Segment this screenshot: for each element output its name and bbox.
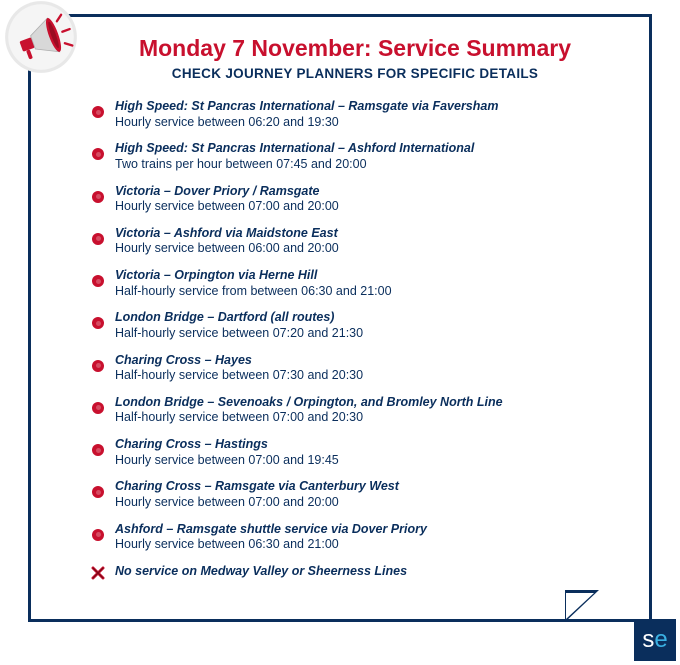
megaphone-icon: [2, 0, 80, 76]
service-route: Victoria – Ashford via Maidstone East: [115, 226, 619, 242]
service-route: Charing Cross – Ramsgate via Canterbury …: [115, 479, 619, 495]
service-detail: Half-hourly service between 07:30 and 20…: [115, 368, 619, 384]
service-route: Victoria – Orpington via Herne Hill: [115, 268, 619, 284]
service-item: Victoria – Orpington via Herne Hill Half…: [91, 268, 619, 299]
service-detail: Half-hourly service between 07:20 and 21…: [115, 326, 619, 342]
service-item: Victoria – Ashford via Maidstone East Ho…: [91, 226, 619, 257]
cross-icon: [91, 566, 105, 580]
page-title: Monday 7 November: Service Summary: [91, 35, 619, 62]
service-item: High Speed: St Pancras International – R…: [91, 99, 619, 130]
service-detail: Hourly service between 06:20 and 19:30: [115, 115, 619, 131]
service-list: High Speed: St Pancras International – R…: [91, 99, 619, 580]
service-detail: Hourly service between 07:00 and 20:00: [115, 495, 619, 511]
service-item: Victoria – Dover Priory / Ramsgate Hourl…: [91, 184, 619, 215]
se-logo: se: [634, 619, 676, 661]
bullet-icon: [91, 401, 105, 415]
logo-letter-e: e: [654, 626, 667, 654]
service-route: Victoria – Dover Priory / Ramsgate: [115, 184, 619, 200]
service-route: Charing Cross – Hastings: [115, 437, 619, 453]
bullet-icon: [91, 485, 105, 499]
service-item: Ashford – Ramsgate shuttle service via D…: [91, 522, 619, 553]
service-route: London Bridge – Dartford (all routes): [115, 310, 619, 326]
service-detail: Two trains per hour between 07:45 and 20…: [115, 157, 619, 173]
service-detail: Half-hourly service from between 06:30 a…: [115, 284, 619, 300]
service-item: London Bridge – Sevenoaks / Orpington, a…: [91, 395, 619, 426]
service-detail: Half-hourly service between 07:00 and 20…: [115, 410, 619, 426]
bullet-icon: [91, 359, 105, 373]
bullet-icon: [91, 232, 105, 246]
service-summary-panel: Monday 7 November: Service Summary CHECK…: [28, 14, 652, 622]
bullet-icon: [91, 528, 105, 542]
service-item: Charing Cross – Hayes Half-hourly servic…: [91, 353, 619, 384]
no-service-text: No service on Medway Valley or Sheerness…: [115, 564, 619, 580]
service-detail: Hourly service between 07:00 and 20:00: [115, 199, 619, 215]
bullet-icon: [91, 443, 105, 457]
page-subtitle: CHECK JOURNEY PLANNERS FOR SPECIFIC DETA…: [91, 66, 619, 81]
bullet-icon: [91, 316, 105, 330]
logo-letter-s: s: [642, 626, 654, 654]
service-detail: Hourly service between 06:30 and 21:00: [115, 537, 619, 553]
service-item: High Speed: St Pancras International – A…: [91, 141, 619, 172]
service-item: London Bridge – Dartford (all routes) Ha…: [91, 310, 619, 341]
bullet-icon: [91, 190, 105, 204]
service-route: Charing Cross – Hayes: [115, 353, 619, 369]
service-route: High Speed: St Pancras International – R…: [115, 99, 619, 115]
service-item: Charing Cross – Hastings Hourly service …: [91, 437, 619, 468]
service-detail: Hourly service between 07:00 and 19:45: [115, 453, 619, 469]
no-service-item: No service on Medway Valley or Sheerness…: [91, 564, 619, 580]
bullet-icon: [91, 274, 105, 288]
bullet-icon: [91, 147, 105, 161]
service-route: London Bridge – Sevenoaks / Orpington, a…: [115, 395, 619, 411]
bullet-icon: [91, 105, 105, 119]
service-route: Ashford – Ramsgate shuttle service via D…: [115, 522, 619, 538]
service-item: Charing Cross – Ramsgate via Canterbury …: [91, 479, 619, 510]
service-route: High Speed: St Pancras International – A…: [115, 141, 619, 157]
service-detail: Hourly service between 06:00 and 20:00: [115, 241, 619, 257]
